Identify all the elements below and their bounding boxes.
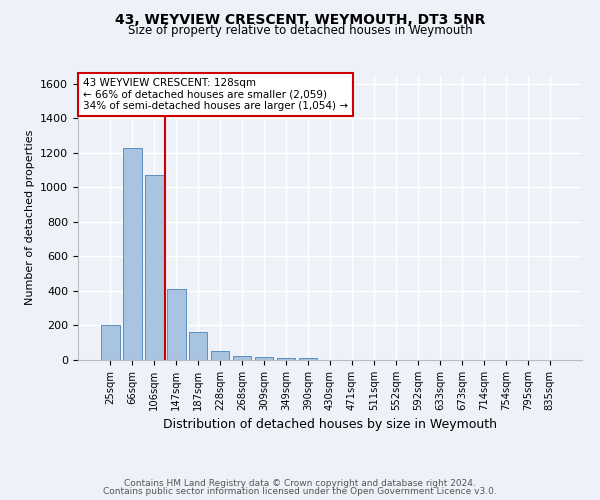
Bar [167, 289, 185, 360]
Bar [189, 332, 208, 360]
Bar [145, 175, 164, 360]
Text: 43 WEYVIEW CRESCENT: 128sqm
← 66% of detached houses are smaller (2,059)
34% of : 43 WEYVIEW CRESCENT: 128sqm ← 66% of det… [83, 78, 348, 111]
Bar [211, 352, 229, 360]
X-axis label: Distribution of detached houses by size in Weymouth: Distribution of detached houses by size … [163, 418, 497, 432]
Text: Contains public sector information licensed under the Open Government Licence v3: Contains public sector information licen… [103, 487, 497, 496]
Bar [255, 356, 274, 360]
Bar [233, 356, 251, 360]
Bar [299, 358, 317, 360]
Y-axis label: Number of detached properties: Number of detached properties [25, 130, 35, 305]
Text: 43, WEYVIEW CRESCENT, WEYMOUTH, DT3 5NR: 43, WEYVIEW CRESCENT, WEYMOUTH, DT3 5NR [115, 12, 485, 26]
Bar [123, 148, 142, 360]
Text: Size of property relative to detached houses in Weymouth: Size of property relative to detached ho… [128, 24, 472, 37]
Text: Contains HM Land Registry data © Crown copyright and database right 2024.: Contains HM Land Registry data © Crown c… [124, 478, 476, 488]
Bar [101, 326, 119, 360]
Bar [277, 358, 295, 360]
